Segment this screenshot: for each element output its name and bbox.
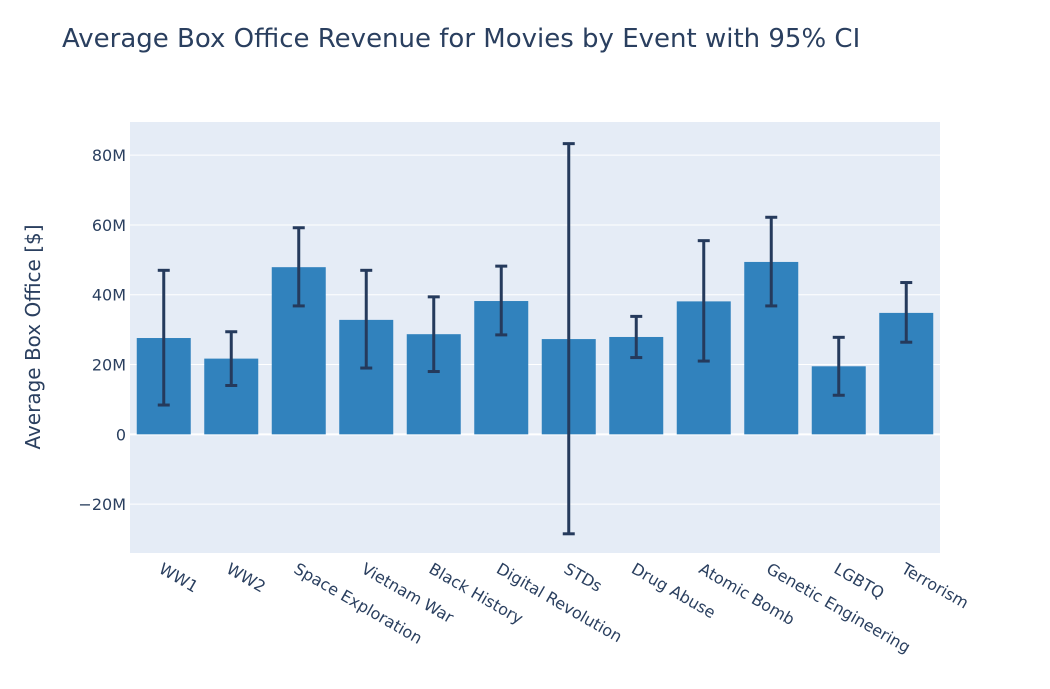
error-bar <box>562 142 575 536</box>
error-bar <box>765 215 778 308</box>
bars <box>136 261 934 435</box>
gridlines <box>130 154 940 505</box>
plot-background <box>130 122 940 553</box>
x-tick-label: Digital Revolution <box>493 559 625 646</box>
x-tick-label: LGBTQ <box>831 559 888 603</box>
y-tick-label: −20M <box>78 495 126 514</box>
error-bar <box>292 226 305 308</box>
error-bar <box>427 295 440 374</box>
error-bar <box>157 268 170 407</box>
y-axis-label: Average Box Office [$] <box>21 224 45 449</box>
y-tick-label: 80M <box>92 146 126 165</box>
x-tick-label: WW1 <box>156 559 202 596</box>
x-tick-label: Space Exploration <box>291 559 426 648</box>
error-bar <box>697 239 710 363</box>
error-bar <box>900 281 913 344</box>
x-tick-label: Terrorism <box>897 559 972 613</box>
x-tick-label: WW2 <box>223 559 269 596</box>
y-tick-label: 40M <box>92 286 126 305</box>
error-bar <box>630 314 643 360</box>
error-bar <box>832 335 845 397</box>
error-bar <box>495 264 508 337</box>
error-bars <box>157 142 913 536</box>
y-axis-ticks: −20M 0 20M 40M 60M 80M <box>78 146 126 514</box>
y-tick-label: 60M <box>92 216 126 235</box>
x-tick-label: STDs <box>561 559 606 596</box>
error-bar <box>225 330 238 387</box>
chart-title: Average Box Office Revenue for Movies by… <box>62 24 860 54</box>
y-tick-label: 20M <box>92 356 126 375</box>
error-bar <box>360 268 373 370</box>
y-tick-label: 0 <box>116 425 126 444</box>
